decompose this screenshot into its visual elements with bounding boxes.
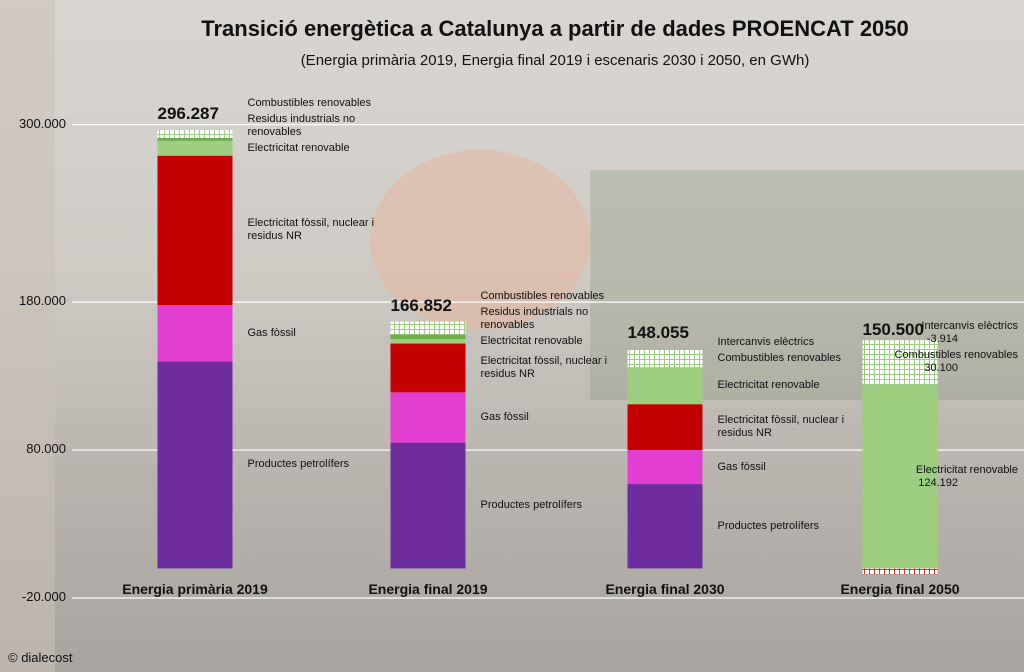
series-name: Electricitat renovable (247, 141, 350, 154)
segment-label: Gas fòssil (718, 461, 848, 474)
x-tick-label: Energia final 2050 (840, 581, 960, 597)
bar-segment (862, 568, 938, 575)
series-name: Combustibles renovables (247, 96, 372, 109)
bg-wall (0, 0, 55, 672)
total-label: 296.287 (157, 104, 219, 124)
value-label: -3.914 (926, 333, 958, 346)
bar-segment (157, 130, 233, 138)
y-tick-label: 80.000 (26, 441, 66, 457)
value-label: 124.192 (918, 476, 958, 489)
segment-label: Intercanvis elèctrics (718, 336, 848, 349)
series-name: Gas fòssil (247, 326, 296, 339)
segment-label: Electricitat renovable (248, 142, 378, 155)
bar-segment (627, 404, 703, 451)
segment-label: Combustibles renovables (718, 352, 848, 365)
x-tick-label: Energia final 2019 (368, 581, 488, 597)
series-name: Productes petrolífers (480, 499, 583, 512)
series-name: Productes petrolífers (717, 519, 820, 532)
total-label: 166.852 (390, 295, 452, 315)
value-label: 30.100 (924, 362, 958, 375)
bar-segment (157, 155, 233, 306)
bar-segment (390, 339, 466, 344)
series-name: Combustibles renovables (717, 351, 842, 364)
series-name: Residus industrials no renovables (480, 305, 589, 331)
chart-title: Transició energètica a Catalunya a parti… (201, 16, 909, 41)
bar-segment (390, 442, 466, 569)
segment-label: Combustibles renovables (248, 97, 378, 110)
y-tick-label: 180.000 (19, 293, 66, 309)
series-name: Electricitat renovable (915, 463, 1018, 476)
series-name: Combustibles renovables (894, 349, 1018, 362)
segment-label: Electricitat renovable (718, 379, 848, 392)
bar-segment (390, 343, 466, 393)
x-tick-label: Energia final 2030 (605, 581, 725, 597)
y-tick-label: -20.000 (21, 589, 66, 604)
total-label: 148.055 (627, 323, 689, 343)
bar-segment (390, 334, 466, 340)
segment-label: Combustibles renovables (481, 290, 611, 303)
series-name: Electricitat renovable (717, 379, 820, 392)
segment-label: Combustibles renovables 30.100 (888, 349, 1018, 375)
bar-segment (157, 137, 233, 141)
bar-segment (157, 305, 233, 362)
total-label: 150.500 (862, 319, 924, 339)
bar-segment (390, 321, 466, 335)
series-name: Electricitat fòssil, nuclear i residus N… (247, 217, 375, 243)
segment-label: Electricitat fòssil, nuclear i residus N… (481, 355, 611, 381)
bg-shape (370, 150, 590, 330)
bar-segment (627, 349, 703, 368)
segment-label: Productes petrolífers (718, 520, 848, 533)
segment-label: Electricitat fòssil, nuclear i residus N… (718, 414, 848, 440)
segment-label: Gas fòssil (481, 411, 611, 424)
bar-segment (627, 450, 703, 485)
series-name: Electricitat renovable (480, 334, 583, 347)
bar-segment (157, 140, 233, 156)
series-name: Residus industrials no renovables (247, 112, 356, 138)
series-name: Gas fòssil (717, 460, 766, 473)
segment-label: Electricitat fòssil, nuclear i residus N… (248, 217, 378, 243)
bar-segment (862, 340, 938, 385)
bar-segment (627, 367, 703, 405)
series-name: Intercanvis elèctrics (921, 320, 1018, 333)
bar-segment (390, 392, 466, 443)
segment-label: Gas fòssil (248, 327, 378, 340)
bar-segment (157, 361, 233, 569)
series-name: Electricitat fòssil, nuclear i residus N… (717, 414, 845, 440)
footer: © dialecost (8, 650, 73, 665)
series-name: Gas fòssil (480, 411, 529, 423)
series-name: Combustibles renovables (480, 289, 605, 302)
segment-label: Residus industrials no renovables (248, 113, 378, 139)
x-tick-label: Energia primària 2019 (122, 581, 268, 597)
segment-label: Productes petrolífers (481, 499, 611, 512)
bar-segment (862, 384, 938, 569)
series-name: Productes petrolífers (247, 458, 350, 471)
chart-subtitle: (Energia primària 2019, Energia final 20… (300, 52, 810, 69)
bar-segment (627, 484, 703, 569)
y-tick-label: 300.000 (19, 115, 66, 131)
segment-label: Residus industrials no renovables (481, 306, 611, 332)
segment-label: Productes petrolífers (248, 458, 378, 471)
segment-label: Electricitat renovable (481, 335, 611, 348)
series-name: Intercanvis elèctrics (717, 335, 815, 348)
segment-label: Electricitat renovable 124.192 (888, 464, 1018, 490)
series-name: Electricitat fòssil, nuclear i residus N… (480, 354, 608, 380)
segment-label: Intercanvis elèctrics -3.914 (888, 320, 1018, 346)
